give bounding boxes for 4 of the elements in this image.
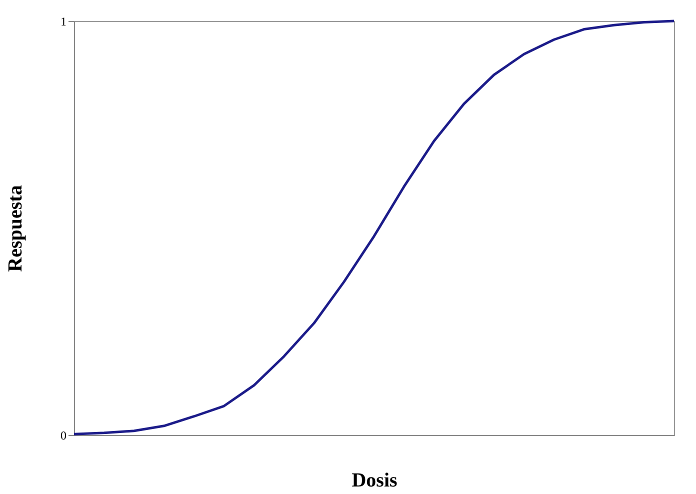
x-axis-title: Dosis — [352, 470, 398, 492]
y-tick-label: 0 — [60, 428, 66, 442]
y-tick-label: 1 — [60, 14, 66, 28]
y-axis-title: Respuesta — [4, 185, 26, 272]
